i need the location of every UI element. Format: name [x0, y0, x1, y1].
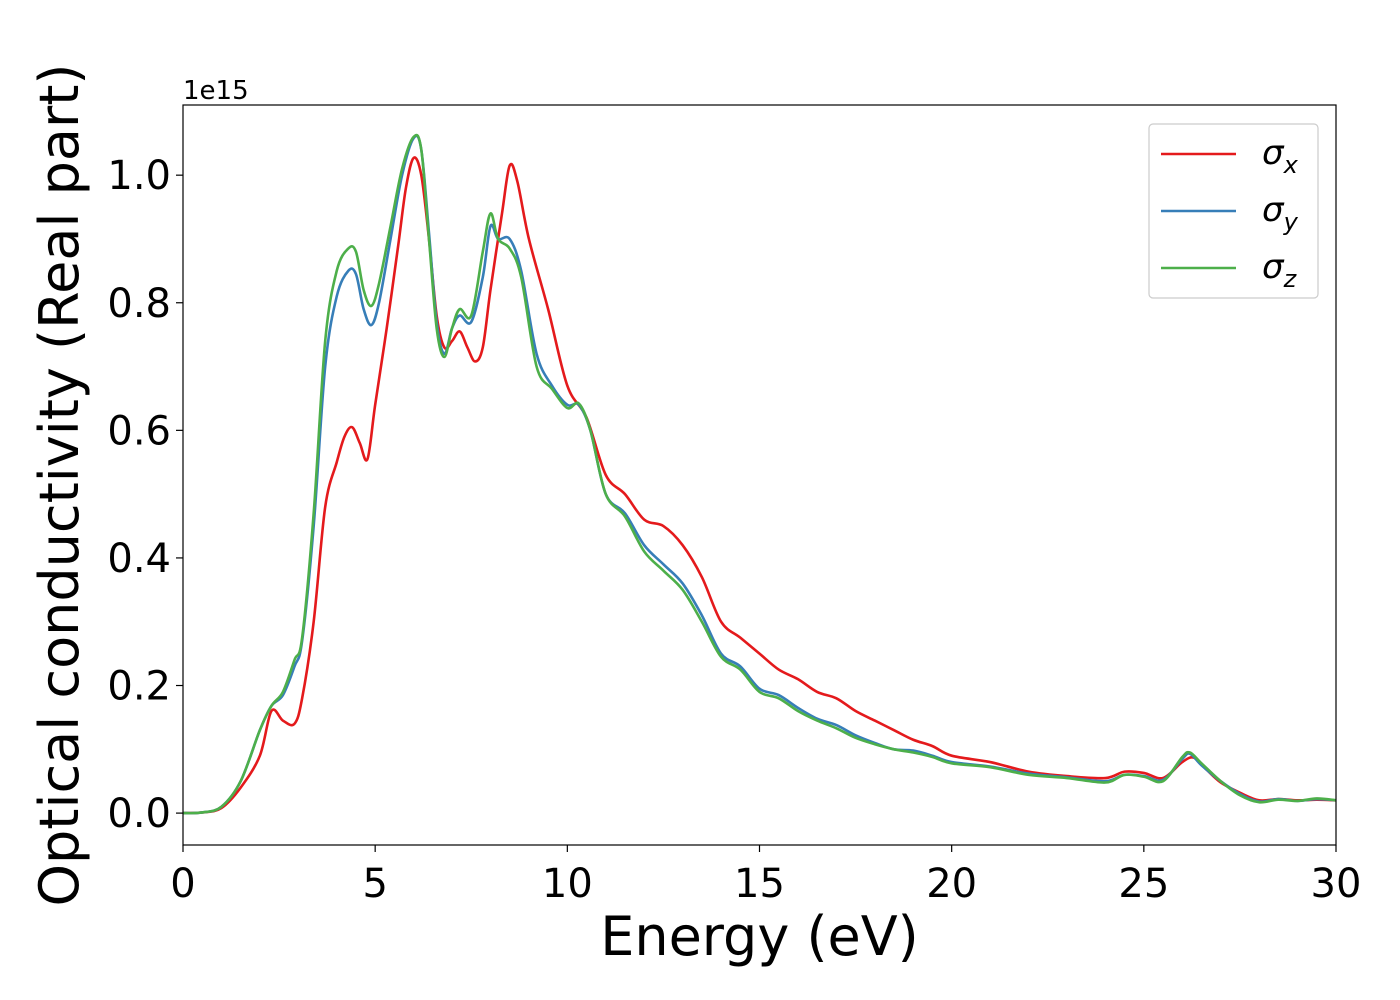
series-line-z [183, 133, 1336, 815]
legend: σx σy σz [1148, 123, 1319, 299]
x-tick-label: 30 [1311, 861, 1362, 907]
y-offset-label: 1e15 [183, 76, 249, 106]
y-tick-label: 0.2 [107, 664, 171, 710]
y-tick-label: 0.0 [107, 791, 171, 837]
series-line-x [183, 156, 1336, 815]
legend-label-x: σx [1262, 133, 1299, 179]
y-tick-label: 1.0 [107, 153, 171, 199]
y-tick-label: 0.8 [107, 281, 171, 327]
y-axis-title: Optical conductivity (Real part) [28, 64, 91, 907]
legend-label-z: σz [1262, 247, 1298, 293]
x-tick-label: 10 [542, 861, 593, 907]
y-tick-label: 0.6 [107, 408, 171, 454]
x-tick-label: 25 [1118, 861, 1169, 907]
x-axis: 0 5 10 15 20 25 30 [170, 845, 1361, 907]
y-axis: 0.0 0.2 0.4 0.6 0.8 1.0 [107, 153, 183, 837]
x-tick-label: 0 [170, 861, 195, 907]
legend-label-y: σy [1262, 190, 1299, 236]
x-tick-label: 15 [734, 861, 785, 907]
x-tick-label: 20 [926, 861, 977, 907]
x-tick-label: 5 [362, 861, 387, 907]
x-axis-title: Energy (eV) [600, 905, 919, 968]
y-tick-label: 0.4 [107, 536, 171, 582]
series-layer [183, 133, 1336, 815]
